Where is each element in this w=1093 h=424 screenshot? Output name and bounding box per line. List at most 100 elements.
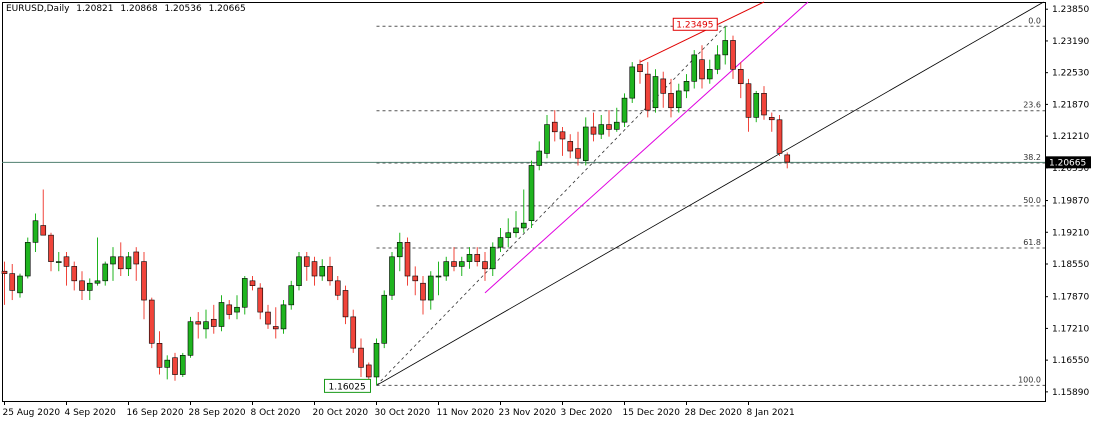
candle-body bbox=[458, 261, 465, 267]
candle-body bbox=[311, 261, 318, 277]
candle-body bbox=[148, 299, 155, 344]
low-value: 1.20536 bbox=[164, 4, 202, 14]
symbol-label: EURUSD,Daily bbox=[6, 4, 70, 14]
candle-body bbox=[613, 121, 620, 130]
candle-body bbox=[745, 83, 752, 118]
candle-body bbox=[272, 326, 279, 330]
candle-body bbox=[412, 275, 419, 282]
candle-body bbox=[389, 256, 395, 296]
time-scale-label: 8 Jan 2021 bbox=[747, 408, 795, 418]
candle-body bbox=[520, 222, 527, 229]
time-scale-label: 23 Nov 2020 bbox=[499, 408, 557, 418]
candle-body bbox=[288, 285, 295, 306]
candle-body bbox=[505, 232, 512, 238]
trendline-red[interactable] bbox=[639, 1, 765, 63]
chart-title: EURUSD,Daily 1.20821 1.20868 1.20536 1.2… bbox=[6, 4, 250, 14]
price-scale-label: 1.19870 bbox=[1052, 197, 1089, 207]
high-label: 1.23495 bbox=[676, 20, 713, 30]
low-label: 1.16025 bbox=[329, 382, 366, 392]
price-scale-label: 1.19210 bbox=[1052, 228, 1089, 238]
candle-body bbox=[110, 256, 116, 265]
candle-body bbox=[319, 266, 326, 277]
candle-body bbox=[637, 64, 643, 73]
candle-body bbox=[474, 254, 481, 262]
candle-body bbox=[63, 256, 70, 267]
candle-body bbox=[234, 306, 240, 313]
candle-body bbox=[133, 251, 140, 265]
candle-body bbox=[706, 69, 713, 80]
candle-body bbox=[342, 290, 349, 318]
time-scale-label: 11 Nov 2020 bbox=[437, 408, 495, 418]
time-scale-label: 4 Sep 2020 bbox=[65, 408, 117, 418]
candle-body bbox=[71, 266, 78, 282]
candle-body bbox=[17, 275, 23, 294]
candle-body bbox=[629, 66, 636, 99]
candle-body bbox=[513, 227, 519, 234]
candle-body bbox=[714, 54, 721, 70]
candle-body bbox=[420, 282, 426, 301]
candle-body bbox=[179, 355, 186, 375]
candle-body bbox=[606, 124, 612, 130]
price-scale-label: 1.16550 bbox=[1052, 356, 1089, 366]
time-scale-label: 25 Aug 2020 bbox=[3, 408, 61, 418]
candle-body bbox=[675, 90, 682, 109]
fib-level-label: 61.8 bbox=[1023, 238, 1041, 247]
candle-body bbox=[210, 318, 217, 327]
candle-body bbox=[691, 54, 698, 82]
candle-body bbox=[32, 220, 39, 243]
candle-body bbox=[443, 261, 450, 277]
time-scale-label: 28 Dec 2020 bbox=[685, 408, 743, 418]
trendline-magenta[interactable] bbox=[484, 1, 809, 294]
candle-body bbox=[48, 234, 54, 262]
candle-body bbox=[156, 343, 163, 368]
fib-level-label: 23.6 bbox=[1023, 101, 1041, 110]
candle-body bbox=[358, 347, 364, 368]
candle-body bbox=[141, 261, 147, 301]
time-scale-label: 28 Sep 2020 bbox=[189, 408, 246, 418]
candle-body bbox=[265, 311, 271, 325]
candle-body bbox=[40, 225, 47, 236]
time-scale-label: 8 Oct 2020 bbox=[251, 408, 301, 418]
candle-body bbox=[683, 81, 690, 92]
price-scale-label: 1.22530 bbox=[1052, 69, 1089, 79]
candle-body bbox=[699, 59, 705, 80]
candle-body bbox=[590, 126, 597, 135]
candle-body bbox=[559, 131, 566, 140]
candle-body bbox=[24, 242, 31, 277]
candle-body bbox=[730, 40, 736, 70]
candle-body bbox=[117, 256, 124, 270]
candle-body bbox=[621, 97, 628, 123]
trendline-black[interactable] bbox=[376, 1, 1044, 386]
candle-body bbox=[226, 304, 233, 315]
time-scale-label: 3 Dec 2020 bbox=[561, 408, 613, 418]
candle-body bbox=[241, 278, 248, 308]
candle-body bbox=[582, 126, 589, 161]
candle-body bbox=[86, 282, 93, 291]
candle-body bbox=[567, 141, 574, 152]
candle-body bbox=[761, 93, 767, 116]
candle-body bbox=[334, 280, 341, 296]
candle-body bbox=[660, 78, 667, 94]
candle-body bbox=[195, 321, 202, 325]
time-scale-label: 20 Oct 2020 bbox=[313, 408, 369, 418]
candle-body bbox=[722, 40, 729, 56]
candle-body bbox=[303, 256, 310, 267]
price-scale-label: 1.21870 bbox=[1052, 100, 1089, 110]
time-scale-label: 16 Sep 2020 bbox=[127, 408, 184, 418]
high-value: 1.20868 bbox=[120, 4, 158, 14]
candle-body bbox=[598, 124, 605, 135]
candle-body bbox=[768, 117, 775, 121]
candle-body bbox=[55, 261, 62, 263]
candle-body bbox=[94, 280, 101, 284]
candle-body bbox=[536, 150, 543, 166]
price-scale-label: 1.17870 bbox=[1052, 293, 1089, 303]
candle-body bbox=[427, 275, 434, 301]
candle-body bbox=[737, 69, 744, 85]
candle-body bbox=[218, 302, 225, 327]
candle-body bbox=[528, 165, 535, 222]
current-price-tag bbox=[1046, 156, 1091, 169]
candle-body bbox=[257, 287, 264, 313]
price-scale-label: 1.20550 bbox=[1052, 164, 1089, 174]
